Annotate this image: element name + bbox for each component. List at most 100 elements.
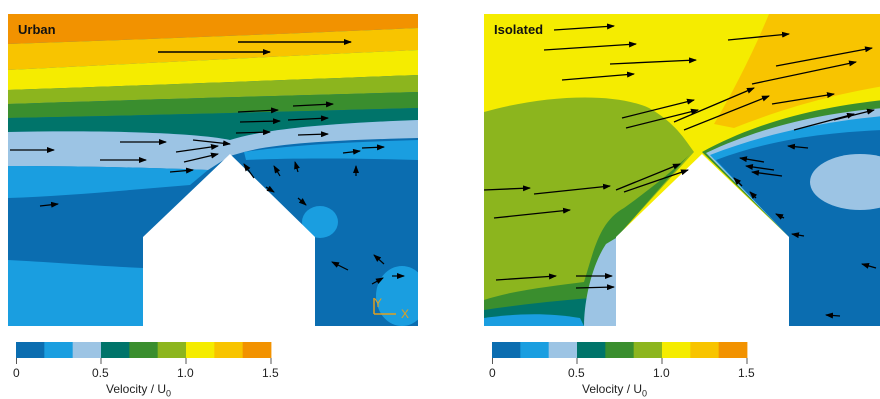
vector [175, 144, 219, 153]
colorbar-swatch [101, 342, 130, 358]
vector [623, 169, 689, 193]
vector [673, 87, 755, 123]
urban-eddy-left [302, 206, 338, 238]
vector [192, 139, 231, 147]
colorbar-swatch [662, 342, 691, 358]
isolated-cyan-strip [484, 314, 584, 326]
vector [265, 185, 275, 193]
vector [292, 101, 334, 108]
colorbar-swatch [157, 342, 187, 358]
vector [543, 41, 637, 51]
vector [793, 112, 855, 131]
isolated-panel: Isolated 0 0.5 1.0 1.5 Velocity / U0 [484, 0, 880, 399]
vector [287, 115, 329, 122]
vector [791, 232, 805, 239]
vector [771, 92, 835, 105]
vector [553, 23, 615, 31]
colorbar-tick-label: 1.5 [738, 366, 755, 380]
vector [621, 98, 695, 119]
vector [751, 169, 783, 177]
colorbar-tick-label: 0.5 [568, 366, 585, 380]
vector [739, 156, 765, 163]
vector [297, 197, 307, 206]
vector [749, 191, 758, 200]
colorbar-swatch [548, 342, 578, 358]
isolated-house [616, 154, 789, 326]
isolated-panel-label: Isolated [494, 22, 543, 37]
vector [495, 273, 557, 281]
vector [615, 163, 681, 191]
colorbar-swatch [214, 342, 244, 358]
colorbar-swatch [577, 342, 606, 358]
vector [342, 148, 361, 155]
colorbar-title-text: Velocity / U [582, 382, 643, 396]
vector [775, 46, 873, 67]
isolated-amber-wedge [714, 14, 880, 128]
urban-panel: Y X Urban 0 0.5 1.0 1.5 Velocity / U0 [8, 0, 418, 399]
colorbar-swatch [129, 342, 159, 358]
colorbar-tick-label: 1.0 [653, 366, 670, 380]
urban-panel-label: Urban [18, 22, 56, 37]
vector [787, 143, 809, 150]
vector [861, 263, 877, 269]
colorbar-swatch [16, 342, 45, 358]
colorbar-title: Velocity / U0 [582, 382, 647, 398]
vector [39, 201, 59, 208]
vector [371, 277, 384, 285]
vector [273, 165, 281, 177]
urban-vectors [10, 39, 405, 285]
colorbar-title: Velocity / U0 [106, 382, 171, 398]
urban-eddy-right [376, 266, 418, 326]
isolated-teal-region [484, 238, 616, 326]
vector [575, 284, 615, 291]
vector [331, 261, 349, 271]
colorbar-swatch [690, 342, 720, 358]
vector [733, 177, 743, 187]
vector [745, 164, 775, 171]
vector [833, 108, 875, 121]
vector [361, 144, 385, 151]
urban-band-green [8, 92, 418, 118]
axis-triad [373, 298, 396, 315]
vector [727, 31, 790, 41]
vector [825, 312, 841, 319]
isolated-flow-field: Isolated [484, 14, 880, 326]
isolated-lightgreen-region [484, 97, 694, 326]
vector [294, 161, 300, 173]
urban-flow-field: Y X Urban [8, 14, 418, 326]
vector [169, 167, 194, 174]
vector [373, 254, 385, 265]
vector [183, 152, 219, 163]
isolated-colorbar [492, 342, 748, 364]
vector [561, 71, 635, 81]
vector [493, 207, 571, 219]
urban-band-teal [8, 108, 418, 140]
colorbar-tick-label: 1.5 [262, 366, 279, 380]
urban-low-cyan [8, 260, 143, 326]
colorbar-title-text: Velocity / U [106, 382, 167, 396]
colorbar-swatch [718, 342, 748, 358]
isolated-recirc-core [810, 154, 880, 210]
urban-band-amber [8, 28, 418, 70]
colorbar-swatch [44, 342, 74, 358]
vector [683, 95, 770, 131]
colorbar-title-sub: 0 [166, 388, 172, 399]
colorbar-swatch [72, 342, 102, 358]
vector [775, 213, 785, 220]
vector [533, 183, 611, 195]
urban-band-cyan [8, 166, 208, 198]
vector [625, 108, 699, 129]
colorbar-tick-label: 0.5 [92, 366, 109, 380]
colorbar-tick-label: 0 [489, 366, 496, 380]
urban-band-orange [8, 14, 418, 44]
colorbar-tick-label: 0 [13, 366, 20, 380]
colorbar-swatch [520, 342, 550, 358]
vector [297, 131, 329, 138]
urban-band-cyan-right [244, 140, 418, 160]
colorbar-swatch [492, 342, 521, 358]
colorbar-swatch [633, 342, 663, 358]
x-axis-label: X [401, 307, 409, 321]
vector [751, 60, 857, 85]
vector [237, 107, 279, 114]
isolated-lightblue-strip [584, 238, 616, 326]
